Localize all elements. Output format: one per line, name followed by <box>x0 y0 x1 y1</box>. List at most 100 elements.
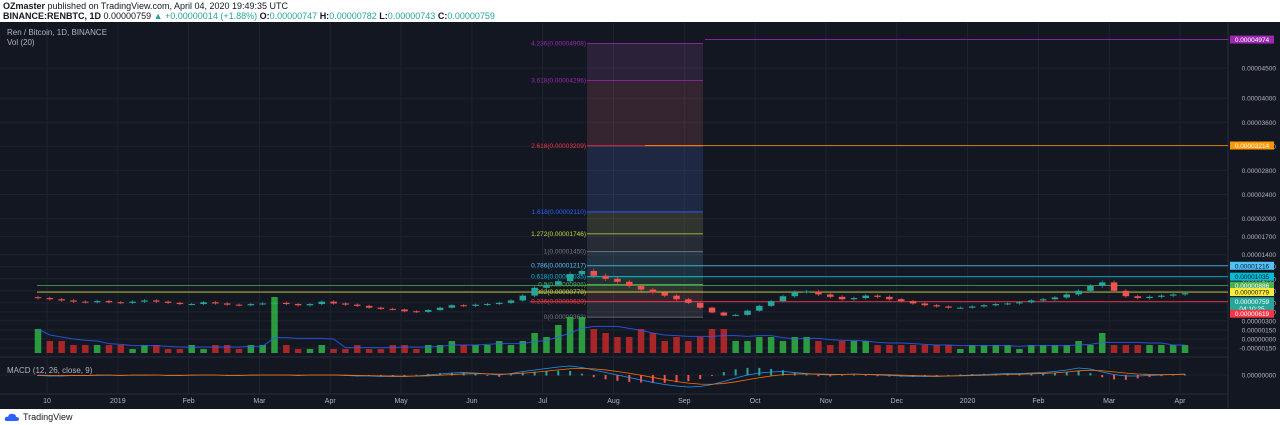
volume-bar <box>685 341 692 353</box>
time-tick-label: Aug <box>607 398 620 405</box>
cloud-icon <box>4 413 19 421</box>
tradingview-logo[interactable]: TradingView <box>4 412 73 422</box>
candle-body <box>413 311 420 313</box>
volume-bar <box>980 345 988 353</box>
volume-bar <box>625 337 633 353</box>
volume-bar <box>886 345 893 353</box>
volume-bar <box>413 349 420 353</box>
candle-body <box>495 302 503 305</box>
macd-histogram-bar <box>580 373 583 376</box>
time-tick-label: Mar <box>253 398 266 405</box>
macd-tick-label: 0.00000000 <box>1242 373 1277 380</box>
volume-bar <box>46 341 54 353</box>
candle-body <box>401 309 408 312</box>
candle-body <box>862 295 869 299</box>
candle-body <box>117 302 125 304</box>
price-label-text: 0.00000619 <box>1235 311 1270 318</box>
fib-level-label: 0(0.00000363) <box>544 314 586 321</box>
volume-bar <box>744 341 751 353</box>
volume-bar <box>82 345 89 353</box>
author-name[interactable]: OZmaster <box>3 1 46 11</box>
volume-bar <box>1181 345 1189 353</box>
macd-histogram-bar <box>1101 375 1104 378</box>
volume-ma-line <box>37 325 1185 349</box>
fib-band <box>587 301 703 318</box>
candle-body <box>968 306 976 308</box>
volume-bar <box>933 345 940 353</box>
fib-level-label: 1.618(0.00002110) <box>532 209 586 216</box>
volume-bar <box>436 345 444 353</box>
candle-body <box>484 304 491 306</box>
macd-histogram-bar <box>781 370 784 376</box>
volume-bar <box>141 345 148 353</box>
price-label-badge <box>1230 141 1274 150</box>
candle-body <box>1134 296 1141 299</box>
candle-body <box>1051 297 1059 300</box>
volume-bar <box>791 337 799 353</box>
candle-body <box>283 302 290 305</box>
macd-histogram-bar <box>1172 374 1175 376</box>
macd-histogram-bar <box>486 375 489 376</box>
price-label-text: 0.00003214 <box>1235 143 1270 150</box>
fib-band <box>587 233 703 252</box>
low-label: L: <box>379 11 388 21</box>
macd-histogram-bar <box>663 375 666 383</box>
volume-legend[interactable]: Vol (20) <box>7 38 35 47</box>
price-label-badge <box>1230 297 1274 306</box>
volume-bar <box>649 333 657 353</box>
candle-body <box>1039 299 1047 301</box>
price-label-text: 0.00000759 <box>1235 299 1270 306</box>
fib-band <box>587 211 703 234</box>
macd-histogram-bar <box>711 375 714 376</box>
price-chart-svg[interactable]: 10 2019 Feb Mar Apr May Jun Jul Aug Sep Oct Nov Dec 2… <box>0 22 1280 409</box>
volume-bar <box>283 345 290 353</box>
volume-bar <box>874 345 881 353</box>
volume-bar <box>1087 345 1094 353</box>
macd-histogram-bar <box>841 375 844 376</box>
fib-level-label: 2.618(0.00003209) <box>531 143 586 150</box>
price-tick-label: 0.00004000 <box>1242 96 1277 103</box>
symbol-label: BINANCE:RENBTC, 1D <box>3 11 102 21</box>
price-label-text: 04:10:25 <box>1239 306 1265 313</box>
volume-bar <box>921 345 929 353</box>
volume-bar <box>70 345 77 353</box>
price-label-badge <box>1230 272 1274 281</box>
time-tick-label: May <box>394 398 408 405</box>
candle-body <box>188 304 195 306</box>
candle-body <box>34 297 42 299</box>
volume-bar <box>117 345 125 353</box>
volume-bar <box>1063 345 1071 353</box>
macd-histogram-bar <box>758 367 761 376</box>
volume-bar <box>720 329 728 353</box>
price-label-badge <box>1230 281 1274 290</box>
volume-bar <box>200 349 207 353</box>
price-tick-label: 0.00002800 <box>1242 168 1277 175</box>
chart-area[interactable]: 10 2019 Feb Mar Apr May Jun Jul Aug Sep Oct Nov Dec 2… <box>0 22 1280 409</box>
volume-bar <box>614 337 621 353</box>
volume-bar <box>1004 345 1011 353</box>
candle-body <box>945 306 952 308</box>
macd-histogram-bar <box>935 375 938 377</box>
candle-body <box>957 307 964 309</box>
candle-body <box>637 286 645 290</box>
time-tick-label: Feb <box>1032 398 1044 405</box>
macd-histogram-bar <box>545 371 548 376</box>
candle-body <box>223 303 231 305</box>
series-legend[interactable]: Ren / Bitcoin, 1D, BINANCE <box>7 28 108 37</box>
price-tick-label: 0.00002000 <box>1242 216 1277 223</box>
fib-level-label: 1.272(0.00001746) <box>531 231 586 238</box>
close-value: 0.00000759 <box>447 11 495 21</box>
macd-histogram-bar <box>805 374 808 376</box>
macd-histogram-bar <box>947 374 950 376</box>
fib-band <box>587 251 703 266</box>
volume-bar <box>909 345 917 353</box>
macd-legend[interactable]: MACD (12, 26, close, 9) <box>7 366 93 375</box>
price-tick-label: 0.00001400 <box>1242 252 1277 259</box>
macd-histogram-bar <box>1053 372 1056 376</box>
candle-body <box>756 305 763 311</box>
price-tick-label: -0.00000150 <box>1239 346 1276 353</box>
volume-bar <box>93 345 101 353</box>
candle-body <box>1016 302 1023 304</box>
candle-body <box>247 304 255 306</box>
fib-band <box>587 284 703 293</box>
